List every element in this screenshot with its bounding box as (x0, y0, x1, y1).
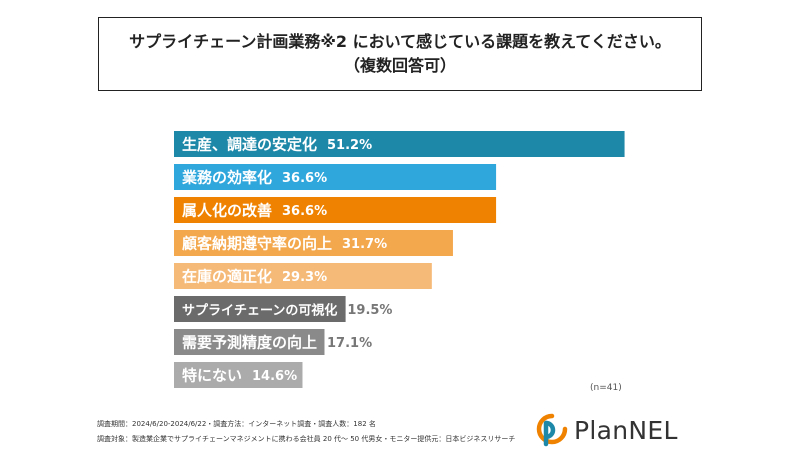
chart-title: サプライチェーン計画業務※2 において感じている課題を教えてください。 (129, 32, 671, 51)
logo-text: PlanNEL (574, 415, 678, 445)
bar-6 (174, 329, 325, 355)
bar-label-1: 業務の効率化 (181, 169, 272, 187)
bar-value-1: 36.6% (282, 171, 327, 186)
bar-4 (174, 263, 432, 289)
bar-3 (174, 230, 453, 256)
plannel-logo: PlanNEL (536, 410, 716, 450)
bar-label-2: 属人化の改善 (182, 202, 272, 220)
title-box: サプライチェーン計画業務※2 において感じている課題を教えてください。 （複数回… (98, 17, 702, 91)
bar-label-7: 特にない (182, 367, 242, 385)
bar-value-2: 36.6% (282, 204, 327, 219)
bar-value-5: 19.5% (347, 303, 392, 318)
bar-value-7: 14.6% (252, 369, 297, 384)
bar-label-3: 顧客納期遵守率の向上 (182, 235, 332, 253)
bar-5 (174, 296, 346, 322)
survey-period-note: 調査期間：2024/6/20-2024/6/22・調査方法：インターネット調査・… (97, 420, 376, 428)
bar-value-0: 51.2% (327, 138, 372, 153)
bar-1 (174, 164, 497, 190)
bar-label-5: サプライチェーンの可視化 (182, 303, 337, 319)
bar-value-6: 17.1% (327, 336, 372, 351)
plannel-logo-icon (536, 413, 568, 447)
bar-2 (174, 197, 497, 223)
bar-7 (174, 362, 303, 388)
bar-0 (174, 131, 625, 157)
survey-target-note: 調査対象：製造業企業でサプライチェーンマネジメントに携わる会社員 20 代～ 5… (97, 435, 516, 443)
bar-value-4: 29.3% (282, 270, 327, 285)
bar-label-6: 需要予測精度の向上 (182, 334, 317, 352)
bar-label-4: 在庫の適正化 (182, 268, 272, 286)
bar-label-0: 生産、調達の安定化 (182, 136, 317, 154)
chart-subtitle: （複数回答可） (343, 56, 456, 75)
sample-size-note: (n=41) (590, 383, 622, 393)
bar-value-3: 31.7% (342, 237, 387, 252)
